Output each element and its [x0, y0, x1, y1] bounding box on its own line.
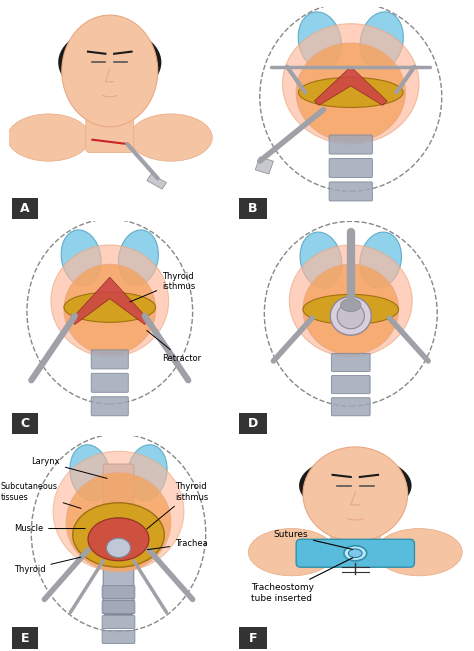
Ellipse shape [360, 232, 401, 288]
FancyBboxPatch shape [329, 135, 373, 154]
Ellipse shape [298, 12, 341, 70]
FancyBboxPatch shape [91, 350, 128, 369]
Ellipse shape [64, 292, 155, 322]
Ellipse shape [66, 473, 171, 572]
FancyBboxPatch shape [239, 628, 266, 649]
Text: Subcutaneous
tissues: Subcutaneous tissues [1, 482, 81, 508]
Text: Sutures: Sutures [273, 531, 353, 549]
Ellipse shape [300, 232, 342, 288]
FancyBboxPatch shape [239, 413, 266, 434]
Text: Thyroid
isthmus: Thyroid isthmus [147, 482, 209, 529]
FancyBboxPatch shape [12, 628, 38, 649]
Ellipse shape [289, 245, 412, 357]
Text: A: A [20, 202, 29, 215]
Ellipse shape [303, 294, 399, 324]
FancyBboxPatch shape [331, 376, 370, 394]
Ellipse shape [64, 264, 155, 355]
Text: Tracheostomy
tube inserted: Tracheostomy tube inserted [251, 558, 353, 603]
Ellipse shape [88, 518, 149, 561]
FancyBboxPatch shape [102, 586, 135, 598]
Ellipse shape [118, 230, 158, 286]
Ellipse shape [127, 445, 167, 501]
Circle shape [337, 303, 365, 329]
Text: Thyroid
isthmus: Thyroid isthmus [130, 271, 195, 302]
Text: B: B [248, 202, 258, 215]
FancyBboxPatch shape [103, 464, 134, 615]
Ellipse shape [129, 114, 212, 161]
FancyBboxPatch shape [239, 198, 266, 219]
Text: Trachea: Trachea [147, 539, 208, 549]
Ellipse shape [7, 114, 90, 161]
FancyBboxPatch shape [102, 616, 135, 628]
Circle shape [330, 296, 371, 335]
Ellipse shape [73, 503, 164, 567]
Text: F: F [249, 631, 257, 644]
Ellipse shape [303, 447, 408, 542]
Text: D: D [248, 417, 258, 430]
Ellipse shape [283, 23, 419, 144]
FancyBboxPatch shape [102, 631, 135, 643]
FancyBboxPatch shape [330, 527, 380, 567]
Ellipse shape [340, 299, 361, 312]
Text: E: E [20, 631, 29, 644]
Polygon shape [314, 66, 387, 105]
Text: Larynx: Larynx [31, 458, 107, 478]
Ellipse shape [360, 12, 403, 70]
Text: Muscle: Muscle [14, 524, 85, 533]
Ellipse shape [296, 43, 405, 142]
Ellipse shape [299, 456, 411, 515]
Ellipse shape [58, 27, 161, 97]
Ellipse shape [107, 538, 130, 557]
Ellipse shape [70, 445, 110, 501]
FancyBboxPatch shape [12, 198, 38, 219]
FancyBboxPatch shape [102, 601, 135, 613]
Ellipse shape [344, 546, 367, 561]
FancyBboxPatch shape [331, 353, 370, 372]
Ellipse shape [53, 451, 184, 572]
Polygon shape [255, 157, 273, 174]
FancyBboxPatch shape [12, 413, 38, 434]
FancyBboxPatch shape [91, 373, 128, 393]
Ellipse shape [299, 77, 403, 107]
FancyBboxPatch shape [86, 112, 134, 152]
Ellipse shape [62, 15, 158, 127]
FancyBboxPatch shape [91, 396, 128, 416]
FancyBboxPatch shape [329, 158, 373, 178]
Text: Retractor: Retractor [147, 331, 201, 363]
Ellipse shape [51, 245, 169, 357]
Ellipse shape [376, 529, 462, 575]
FancyBboxPatch shape [331, 398, 370, 416]
Ellipse shape [348, 549, 362, 557]
Polygon shape [71, 277, 149, 324]
Ellipse shape [303, 264, 399, 355]
FancyBboxPatch shape [296, 539, 414, 567]
Text: C: C [20, 417, 29, 430]
FancyBboxPatch shape [329, 182, 373, 201]
Polygon shape [147, 174, 166, 189]
Text: Thyroid: Thyroid [14, 557, 81, 574]
Ellipse shape [61, 230, 101, 286]
Ellipse shape [248, 529, 335, 575]
